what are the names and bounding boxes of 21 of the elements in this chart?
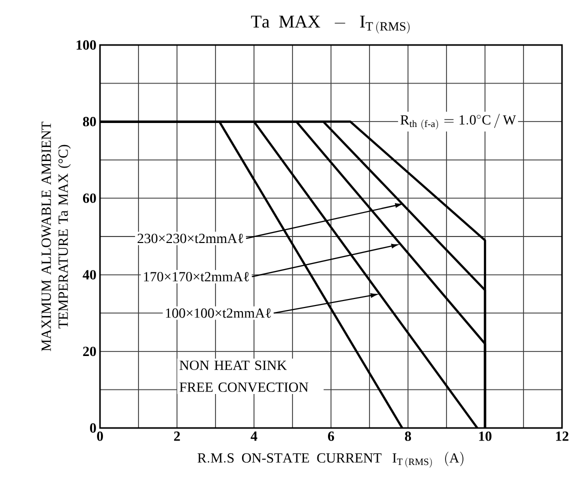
annotation: 230×230×t2mmAℓ	[138, 234, 244, 244]
x-tick-label: 4	[250, 432, 258, 441]
y-axis-title: MAXIMUM ALLOWABLE AMBIENT TEMPERATURE Ta MAX (°C)	[42, 122, 71, 352]
annotation: 170×170×t2mmAℓ	[144, 272, 249, 282]
x-tick-label: 8	[404, 432, 412, 441]
chart-title: $\mathrm{Ta\ \ MAX\ \ -\ \ I_{T\,(RMS)}}$	[251, 16, 410, 34]
y-tick-label: 100	[76, 40, 96, 50]
x-axis-title: $\mathrm{R.M.S\ \ ON\text{-}STATE\ \ CURRENT\ \ \ I_{T\,(RMS)}\ \ \ (A)}$	[198, 452, 464, 468]
y-tick-label: 80	[83, 116, 96, 126]
annotation: $\mathrm{R_{th\ (f\text{-}a)}=1.0^{\circ}C\,/\,W}$	[400, 114, 516, 130]
annotation: 100×100×t2mmAℓ	[166, 308, 271, 318]
text: NON HEAT SINK FREE CONVECTION	[180, 360, 308, 392]
x-tick-label: 12	[556, 432, 568, 441]
y-tick-label: 60	[83, 193, 96, 203]
y-tick-label: 40	[82, 270, 96, 280]
x-tick-label: 0	[97, 432, 103, 441]
x-tick-label: 10	[479, 432, 492, 441]
x-tick-label: 6	[328, 432, 334, 441]
y-tick-label: 0	[90, 423, 96, 433]
x-tick-label: 2	[174, 432, 180, 441]
y-tick-label: 20	[83, 346, 96, 356]
